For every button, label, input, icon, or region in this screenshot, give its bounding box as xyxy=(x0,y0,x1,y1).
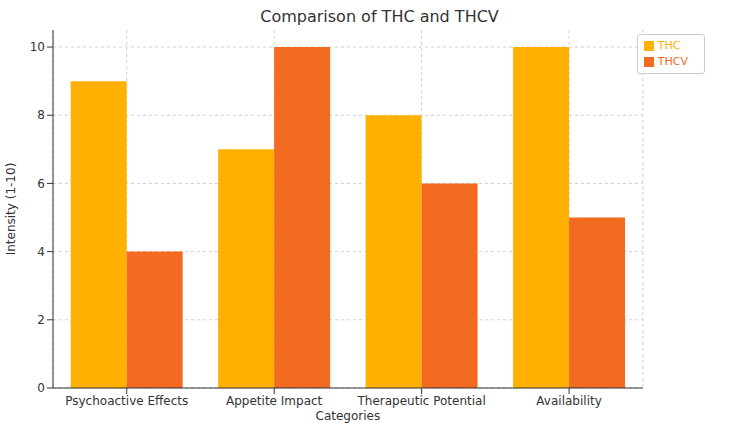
svg-text:6: 6 xyxy=(37,177,45,191)
svg-text:Appetite Impact: Appetite Impact xyxy=(226,394,323,408)
svg-text:Availability: Availability xyxy=(536,394,601,408)
svg-text:8: 8 xyxy=(37,108,45,122)
html-text:THC: THC xyxy=(657,39,681,52)
html-text:Comparison of THC and THCV: Comparison of THC and THCV xyxy=(260,7,499,26)
svg-text:Intensity (1-10): Intensity (1-10) xyxy=(8,163,18,256)
svg-text:Therapeutic Potential: Therapeutic Potential xyxy=(357,394,486,408)
svg-text:10: 10 xyxy=(30,40,45,54)
html-text:THCV: THCV xyxy=(657,55,688,68)
svg-text:4: 4 xyxy=(37,245,45,259)
svg-text:Categories: Categories xyxy=(316,409,381,423)
svg-text:0: 0 xyxy=(37,381,45,395)
svg-text:Psychoactive Effects: Psychoactive Effects xyxy=(65,394,188,408)
svg-text:2: 2 xyxy=(37,313,45,327)
